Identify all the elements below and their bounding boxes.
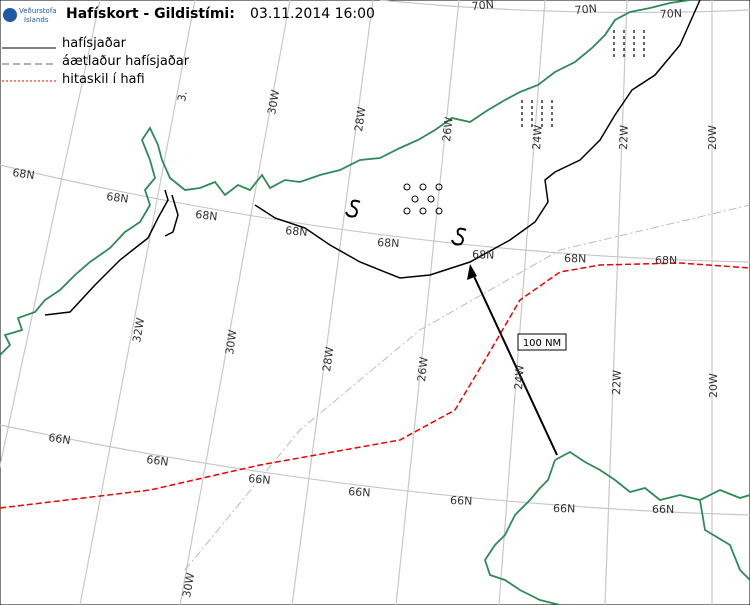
iceland-coast (484, 450, 750, 605)
grid-label: 22W (617, 125, 631, 150)
lon-line (604, 0, 628, 605)
legend-label: hafísjaðar (62, 36, 127, 51)
ice-dots (403, 183, 443, 215)
grid-label: 30W (265, 89, 282, 116)
median-line (184, 204, 750, 571)
grid-label: 66N (348, 485, 371, 500)
legend-label: áætlaður hafísjaðar (62, 54, 190, 69)
distance-arrow (471, 271, 558, 456)
grid-label: 70N (574, 2, 597, 17)
legend: hafísjaðar áætlaður hafísjaðar hitaskil … (2, 36, 190, 87)
grid-label: 66N (248, 472, 271, 487)
grid-label: 68N (564, 252, 586, 265)
grid-label: 68N (106, 190, 130, 206)
ice-edge (44, 0, 701, 316)
ice-symbols (345, 199, 467, 246)
grid-label: 30W (180, 572, 197, 599)
distance-box (517, 333, 567, 351)
grid-label: 30W (223, 329, 239, 356)
thermal-front (0, 262, 750, 509)
lon-line (395, 0, 460, 605)
grid-label: 66N (450, 494, 473, 508)
grid-label: 68N (195, 208, 218, 223)
grid-label: 70N (471, 0, 494, 13)
grid-label: 68N (12, 166, 36, 182)
lon-line (291, 0, 374, 605)
grid-label: 68N (377, 236, 400, 250)
lat-line (379, 0, 750, 14)
lon-line (179, 0, 291, 605)
grid-label: 68N (472, 248, 495, 262)
lon-line (0, 0, 101, 469)
lon-line (498, 0, 546, 605)
grid-label: 70N (659, 7, 682, 21)
grid-label: 32W (130, 317, 147, 344)
ice-s (451, 227, 467, 246)
legend-label: hitaskil í hafi (62, 72, 145, 87)
grid-label: 20W (707, 373, 720, 398)
grid-label: 66N (652, 503, 674, 516)
logo-text: Veðurstofa (19, 7, 57, 15)
grid-label: 66N (553, 502, 575, 515)
ice-s (345, 199, 361, 218)
grid-label: 22W (610, 370, 624, 395)
grid-label: 68N (655, 254, 677, 267)
grid-label: 68N (285, 224, 308, 239)
lat-line (0, 424, 750, 516)
grid-label: 3. (175, 90, 190, 103)
arrow-head (467, 264, 477, 280)
title: Hafískort - Gildistími: (66, 6, 235, 22)
grid-label: 28W (320, 346, 336, 373)
datetime: 03.11.2014 16:00 (250, 6, 375, 22)
grid-labels: 70N 70N 70N 68N 68N 68N 68N 68N 68N 68N 68N 66N 66N 6… (12, 0, 720, 599)
grid-label: 28W (352, 106, 368, 133)
grid-label: 20W (706, 125, 719, 150)
lon-line (79, 0, 196, 605)
grid-label: 24W (530, 124, 545, 150)
ice-dashes (521, 30, 645, 130)
grid-label: 24W (512, 364, 527, 390)
grid-label: 26W (440, 116, 456, 142)
distance-label: 100 NM (523, 338, 561, 349)
logo-mark (3, 8, 17, 22)
logo-text: Íslands (24, 15, 49, 24)
grid-label: 66N (48, 431, 72, 447)
greenland-coast (0, 0, 691, 356)
grid-label: 26W (415, 356, 431, 382)
grid-label: 66N (146, 453, 170, 469)
lat-line (0, 164, 750, 263)
header: Veðurstofa Íslands Hafískort - Gildistím… (2, 2, 375, 28)
